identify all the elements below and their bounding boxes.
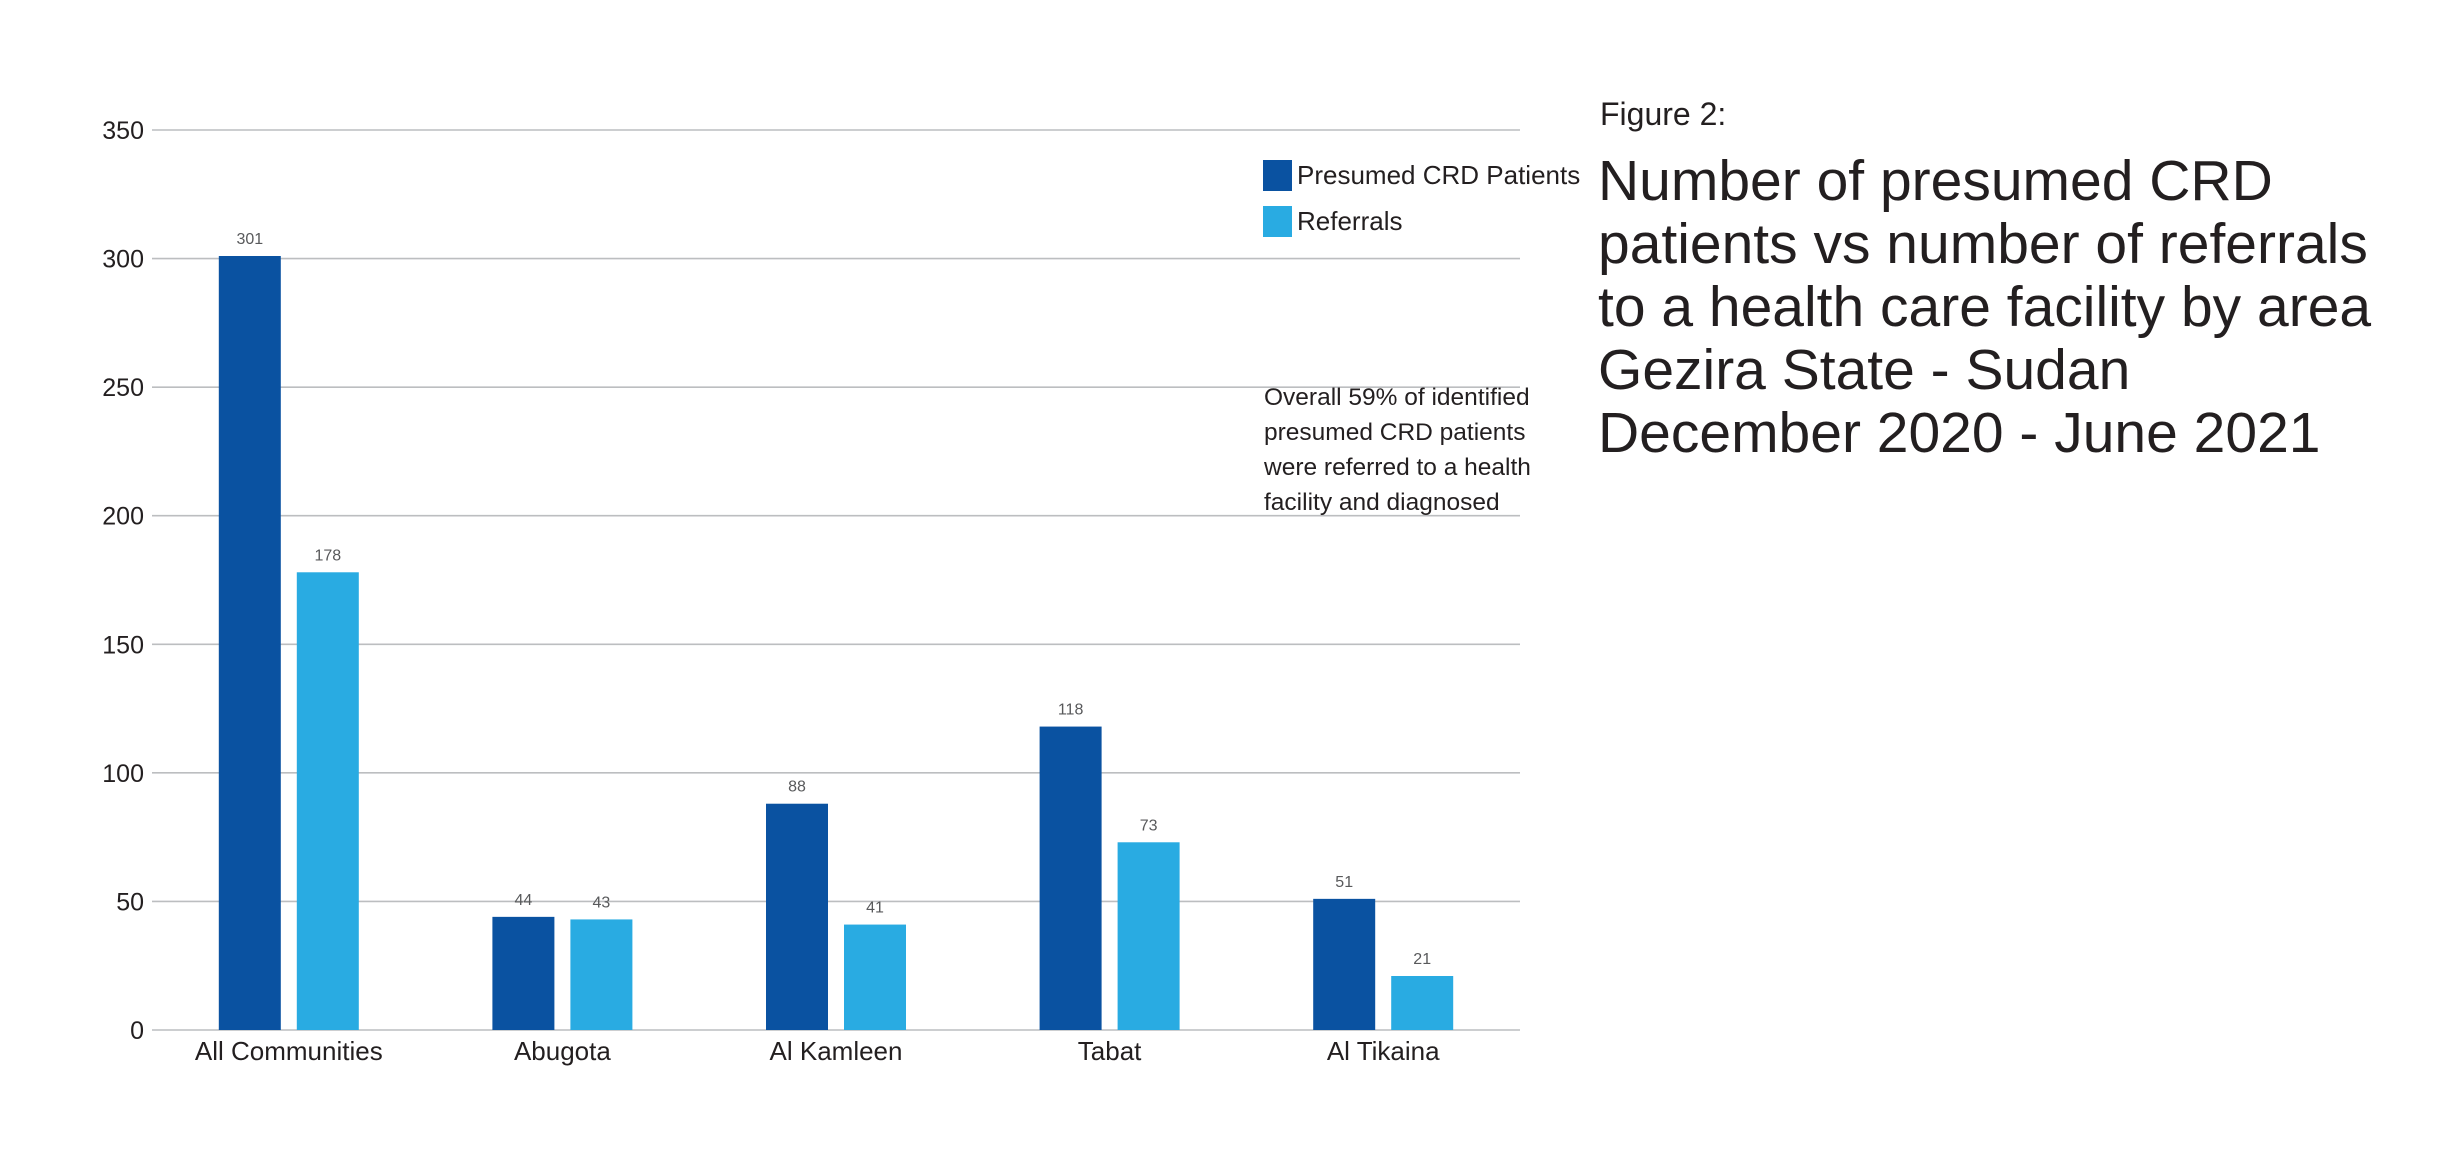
bar-presumed xyxy=(492,916,555,1030)
annotation-line: presumed CRD patients xyxy=(1264,419,1526,446)
data-label: 73 xyxy=(1140,817,1158,834)
data-label: 41 xyxy=(866,900,884,917)
bar-chart: 0 50 100 150 200 250 300 350 301 178 44 43 88 41 118 7… xyxy=(102,117,1520,1066)
y-tick-label: 200 xyxy=(102,503,144,531)
y-tick-label: 50 xyxy=(116,888,144,916)
data-labels: 301 178 44 43 88 41 118 73 51 21 xyxy=(236,231,1431,968)
y-tick-label: 350 xyxy=(102,117,144,145)
legend-label-presumed: Presumed CRD Patients xyxy=(1297,159,1581,190)
legend-item-presumed: Presumed CRD Patients xyxy=(1263,152,1580,198)
annotation-line: facility and diagnosed xyxy=(1264,489,1500,516)
data-label: 118 xyxy=(1058,702,1084,719)
bar-referrals xyxy=(570,919,633,1030)
y-tick-label: 250 xyxy=(102,374,144,402)
x-tick-label: Tabat xyxy=(1078,1036,1142,1066)
y-axis-ticks: 0 50 100 150 200 250 300 350 xyxy=(102,117,144,1045)
data-label: 301 xyxy=(236,231,263,248)
annotation-line: were referred to a health xyxy=(1264,454,1531,481)
legend-item-referrals: Referrals xyxy=(1263,198,1580,244)
x-axis-ticks: All Communities Abugota Al Kamleen Tabat Al … xyxy=(195,1036,1440,1066)
data-label: 21 xyxy=(1413,951,1431,968)
legend-swatch-referrals xyxy=(1263,205,1292,237)
data-label: 43 xyxy=(593,894,611,911)
data-label: 44 xyxy=(515,892,533,909)
bar-referrals xyxy=(844,924,906,1030)
bar-presumed xyxy=(1313,898,1376,1030)
legend-swatch-presumed xyxy=(1263,159,1292,191)
figure-label: Figure 2: xyxy=(1600,96,1727,132)
y-tick-label: 300 xyxy=(102,246,144,274)
y-tick-label: 0 xyxy=(130,1017,144,1045)
bar-referrals xyxy=(1117,842,1180,1030)
annotation-line: Overall 59% of identified xyxy=(1264,384,1530,411)
y-tick-label: 100 xyxy=(102,760,144,788)
x-tick-label: All Communities xyxy=(195,1036,383,1066)
data-label: 51 xyxy=(1335,874,1353,891)
bar-presumed xyxy=(1039,726,1102,1030)
data-label: 88 xyxy=(788,779,806,796)
legend: Presumed CRD Patients Referrals xyxy=(1263,152,1580,244)
x-tick-label: Al Tikaina xyxy=(1327,1036,1440,1066)
data-label: 178 xyxy=(314,547,341,564)
figure-title: Number of presumed CRD patients vs numbe… xyxy=(1598,149,2372,465)
chart-annotation: Overall 59% of identified presumed CRD p… xyxy=(1264,380,1584,520)
x-tick-label: Abugota xyxy=(514,1036,611,1066)
gridlines xyxy=(152,129,1520,1031)
legend-label-referrals: Referrals xyxy=(1297,205,1403,236)
bar-referrals xyxy=(1391,976,1454,1030)
bar-presumed xyxy=(766,803,828,1030)
y-tick-label: 150 xyxy=(102,631,144,659)
bar-referrals xyxy=(296,572,359,1030)
x-tick-label: Al Kamleen xyxy=(770,1036,903,1066)
bars xyxy=(218,256,1454,1030)
bar-presumed xyxy=(218,256,281,1030)
